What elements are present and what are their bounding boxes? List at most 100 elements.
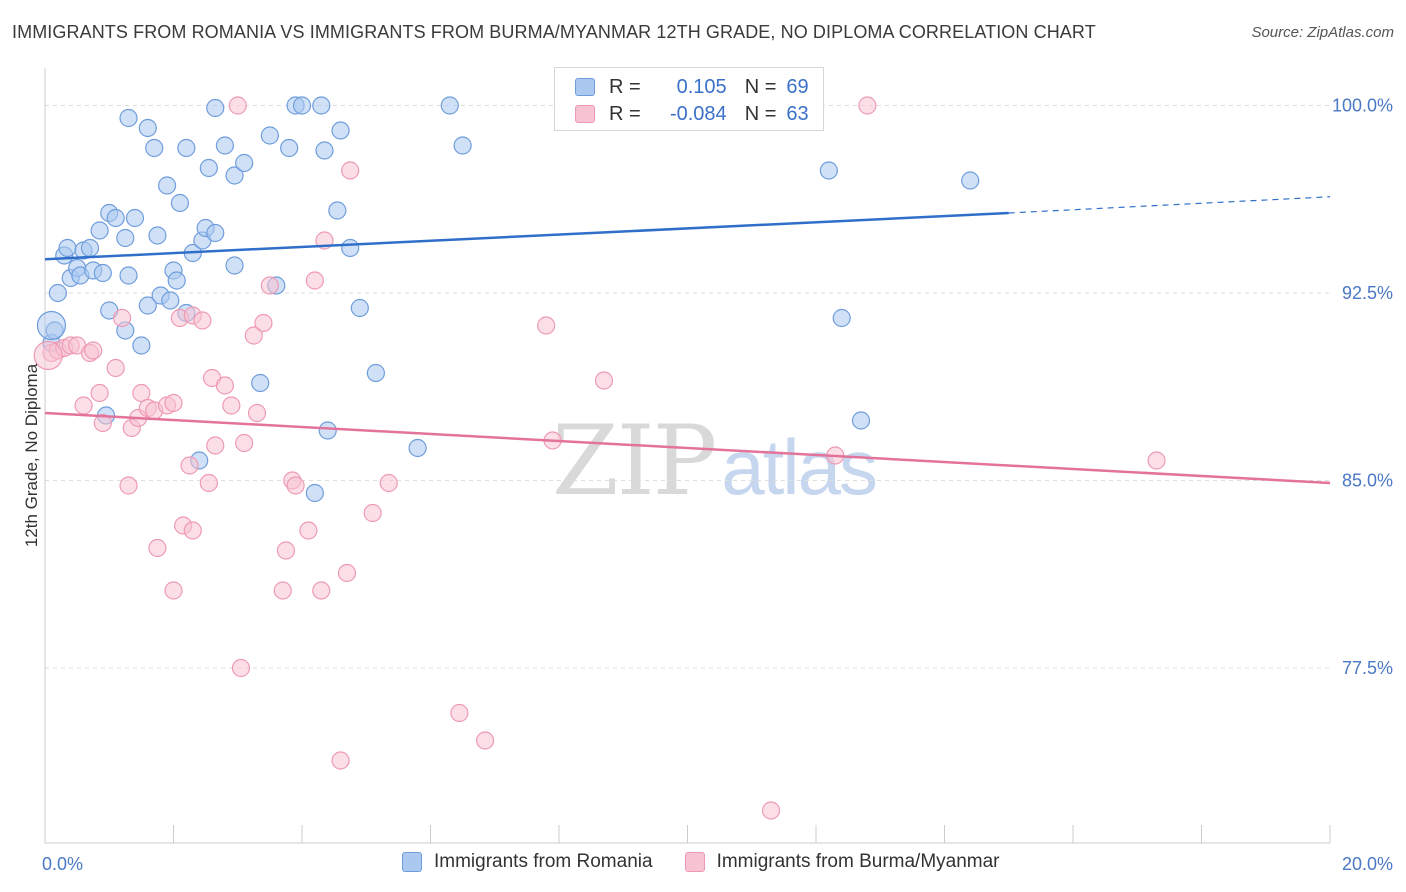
trend-lines bbox=[44, 196, 1331, 485]
burma-point bbox=[1147, 451, 1166, 470]
legend-n-label: N = bbox=[744, 102, 777, 125]
burma-point bbox=[276, 541, 296, 560]
x-tick-label: 20.0% bbox=[1342, 854, 1393, 874]
romania-point bbox=[116, 228, 135, 248]
burma-point bbox=[164, 581, 183, 600]
romania-point bbox=[366, 363, 385, 383]
romania-point bbox=[832, 308, 851, 328]
burma-point bbox=[254, 313, 273, 333]
legend-row-burma: R = -0.084 N = 63 bbox=[575, 100, 809, 128]
burma-point-cluster bbox=[33, 340, 63, 371]
burma-point bbox=[90, 383, 109, 403]
romania-point bbox=[206, 223, 225, 243]
axis-labels: 100.0% 92.5% 85.0% 77.5% 0.0% 20.0% 12th Grade… bbox=[22, 96, 1393, 875]
legend-r-label: R = bbox=[609, 102, 641, 125]
burma-point bbox=[337, 563, 357, 583]
y-tick-label: 92.5% bbox=[1342, 283, 1393, 303]
axes bbox=[44, 68, 1331, 844]
romania-legend-swatch bbox=[402, 852, 422, 872]
burma-swatch bbox=[575, 105, 595, 123]
romania-point bbox=[440, 96, 459, 115]
burma-point bbox=[537, 316, 556, 335]
burma-point bbox=[363, 503, 382, 523]
romania-point bbox=[93, 263, 112, 283]
legend-r-value-romania: 0.105 bbox=[676, 75, 727, 98]
romania-point bbox=[312, 96, 331, 115]
legend-row-romania: R = 0.105 N = 69 bbox=[575, 73, 809, 101]
romania-trend-extension bbox=[1008, 196, 1331, 214]
legend-n-value-burma: 63 bbox=[786, 102, 809, 125]
romania-point bbox=[851, 411, 871, 430]
y-tick-label: 85.0% bbox=[1342, 471, 1393, 491]
legend-r-label: R = bbox=[609, 75, 641, 98]
romania-point bbox=[225, 256, 244, 275]
romania-point-cluster bbox=[36, 310, 67, 341]
romania-point bbox=[119, 266, 138, 285]
burma-point bbox=[299, 521, 318, 540]
romania-point bbox=[106, 208, 125, 228]
romania-point bbox=[819, 161, 838, 180]
burma-legend-swatch bbox=[684, 852, 705, 872]
legend-item-burma[interactable]: Immigrants from Burma/Myanmar bbox=[684, 851, 1000, 873]
burma-trend-line bbox=[44, 411, 1331, 485]
romania-point bbox=[48, 283, 67, 303]
romania-point bbox=[119, 108, 138, 128]
romania-point bbox=[251, 373, 270, 393]
romania-point bbox=[90, 221, 109, 240]
romania-point bbox=[148, 226, 167, 245]
y-tick-label: 100.0% bbox=[1332, 96, 1393, 116]
romania-point bbox=[80, 238, 100, 258]
romania-point bbox=[408, 438, 427, 458]
romania-point bbox=[305, 483, 324, 503]
burma-point bbox=[93, 413, 112, 433]
romania-point bbox=[280, 138, 299, 158]
romania-point bbox=[315, 141, 334, 160]
romania-trend-line bbox=[44, 211, 1009, 261]
romania-point bbox=[58, 238, 77, 258]
watermark-zip: ZIP bbox=[552, 405, 717, 517]
romania-point bbox=[145, 138, 164, 158]
burma-point bbox=[260, 276, 279, 295]
legend-item-romania-label: Immigrants from Romania bbox=[434, 851, 653, 872]
romania-point bbox=[161, 291, 180, 310]
romania-point bbox=[318, 421, 337, 440]
romania-point bbox=[132, 336, 151, 355]
correlation-legend: R = 0.105 N = 69 R = -0.084 N = 63 bbox=[554, 67, 824, 131]
romania-point bbox=[341, 238, 360, 258]
romania-point bbox=[138, 296, 157, 315]
burma-point bbox=[379, 473, 398, 493]
romania-point bbox=[331, 121, 350, 140]
y-axis-title: 12th Grade, No Diploma bbox=[22, 363, 41, 547]
burma-point bbox=[132, 383, 151, 403]
grid-lines bbox=[45, 105, 1330, 669]
legend-n-value-romania: 69 bbox=[786, 75, 809, 98]
burma-point bbox=[215, 376, 234, 395]
y-tick-label: 77.5% bbox=[1342, 658, 1393, 678]
burma-point bbox=[84, 341, 103, 360]
burma-point bbox=[244, 326, 263, 345]
burma-point bbox=[231, 658, 251, 678]
burma-point bbox=[112, 308, 132, 328]
burma-point bbox=[106, 358, 125, 378]
burma-point bbox=[858, 96, 877, 115]
burma-point bbox=[594, 371, 614, 390]
burma-point bbox=[228, 96, 247, 115]
romania-point bbox=[215, 136, 234, 155]
romania-point bbox=[235, 153, 254, 173]
romania-point bbox=[453, 136, 472, 155]
romania-point bbox=[125, 208, 145, 228]
burma-point bbox=[74, 396, 93, 415]
chart-title: IMMIGRANTS FROM ROMANIA VS IMMIGRANTS FR… bbox=[12, 22, 1096, 42]
burma-point bbox=[341, 161, 360, 180]
watermark: ZIPatlas bbox=[552, 405, 878, 517]
romania-point bbox=[167, 271, 186, 290]
romania-point bbox=[260, 126, 279, 145]
legend-item-romania[interactable]: Immigrants from Romania bbox=[402, 851, 653, 873]
burma-point bbox=[206, 436, 225, 455]
burma-point bbox=[312, 581, 331, 600]
burma-point bbox=[247, 403, 267, 423]
burma-point bbox=[476, 731, 495, 750]
burma-point bbox=[183, 521, 202, 540]
burma-point bbox=[180, 456, 199, 475]
burma-point bbox=[450, 703, 469, 723]
